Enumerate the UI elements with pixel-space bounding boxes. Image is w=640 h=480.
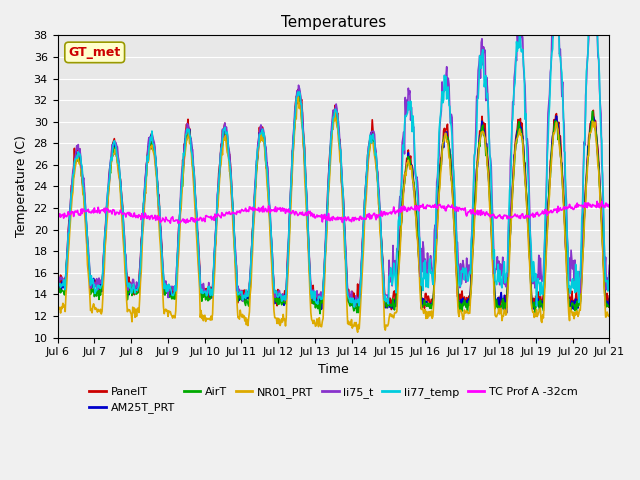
PanelT (205, 284, 213, 289)
AM25T_PRT (605, 296, 613, 302)
Line: PanelT: PanelT (58, 89, 609, 310)
li75_t (417, 246, 425, 252)
li75_t (54, 268, 61, 274)
AM25T_PRT (63, 250, 71, 255)
li75_t (120, 231, 128, 237)
TC Prof A -32cm (417, 203, 425, 208)
TC Prof A -32cm (598, 198, 605, 204)
TC Prof A -32cm (605, 204, 613, 209)
AirT (120, 242, 128, 248)
PanelT (402, 164, 410, 169)
NR01_PRT (294, 89, 301, 95)
NR01_PRT (177, 212, 184, 218)
TC Prof A -32cm (63, 212, 71, 218)
li75_t (205, 291, 213, 297)
Line: li75_t: li75_t (58, 0, 609, 305)
AirT (294, 93, 301, 98)
NR01_PRT (354, 329, 362, 335)
TC Prof A -32cm (166, 220, 174, 226)
Line: TC Prof A -32cm: TC Prof A -32cm (58, 201, 609, 223)
AM25T_PRT (177, 205, 184, 211)
NR01_PRT (402, 172, 410, 178)
PanelT (120, 233, 128, 239)
AirT (402, 167, 410, 172)
NR01_PRT (54, 305, 61, 311)
PanelT (177, 204, 184, 209)
AM25T_PRT (401, 173, 409, 179)
li75_t (63, 245, 71, 251)
PanelT (294, 86, 302, 92)
li77_temp (177, 202, 184, 208)
PanelT (388, 307, 396, 312)
li77_temp (54, 287, 61, 293)
AirT (419, 305, 426, 311)
TC Prof A -32cm (177, 219, 185, 225)
Legend: PanelT, AM25T_PRT, AirT, NR01_PRT, li75_t, li77_temp, TC Prof A -32cm: PanelT, AM25T_PRT, AirT, NR01_PRT, li75_… (85, 383, 582, 418)
AM25T_PRT (296, 85, 303, 91)
li77_temp (63, 247, 71, 253)
li77_temp (605, 272, 613, 278)
AM25T_PRT (205, 290, 213, 296)
TC Prof A -32cm (207, 215, 214, 221)
Line: li77_temp: li77_temp (58, 0, 609, 307)
li75_t (177, 198, 184, 204)
X-axis label: Time: Time (318, 363, 349, 376)
AirT (63, 250, 71, 255)
PanelT (54, 282, 61, 288)
AM25T_PRT (503, 310, 511, 316)
NR01_PRT (120, 253, 128, 259)
AirT (205, 297, 213, 302)
li75_t (605, 263, 613, 268)
li75_t (351, 302, 359, 308)
AirT (605, 304, 613, 310)
Line: AirT: AirT (58, 96, 609, 313)
Line: NR01_PRT: NR01_PRT (58, 92, 609, 332)
AirT (54, 286, 61, 292)
NR01_PRT (63, 265, 71, 271)
li77_temp (417, 283, 425, 288)
NR01_PRT (419, 305, 426, 311)
li75_t (401, 95, 409, 100)
PanelT (63, 244, 71, 250)
Line: AM25T_PRT: AM25T_PRT (58, 88, 609, 313)
li77_temp (401, 113, 409, 119)
li77_temp (120, 238, 128, 243)
AM25T_PRT (120, 243, 128, 249)
li77_temp (205, 283, 213, 289)
TC Prof A -32cm (120, 210, 128, 216)
Text: GT_met: GT_met (68, 46, 121, 59)
NR01_PRT (205, 315, 213, 321)
Y-axis label: Temperature (C): Temperature (C) (15, 135, 28, 238)
TC Prof A -32cm (401, 204, 409, 210)
PanelT (605, 293, 613, 299)
PanelT (419, 295, 426, 301)
AirT (316, 311, 324, 316)
Title: Temperatures: Temperatures (281, 15, 386, 30)
AirT (177, 206, 184, 212)
NR01_PRT (605, 312, 613, 318)
TC Prof A -32cm (54, 211, 61, 216)
AM25T_PRT (54, 287, 61, 292)
AM25T_PRT (417, 306, 425, 312)
li77_temp (351, 304, 358, 310)
